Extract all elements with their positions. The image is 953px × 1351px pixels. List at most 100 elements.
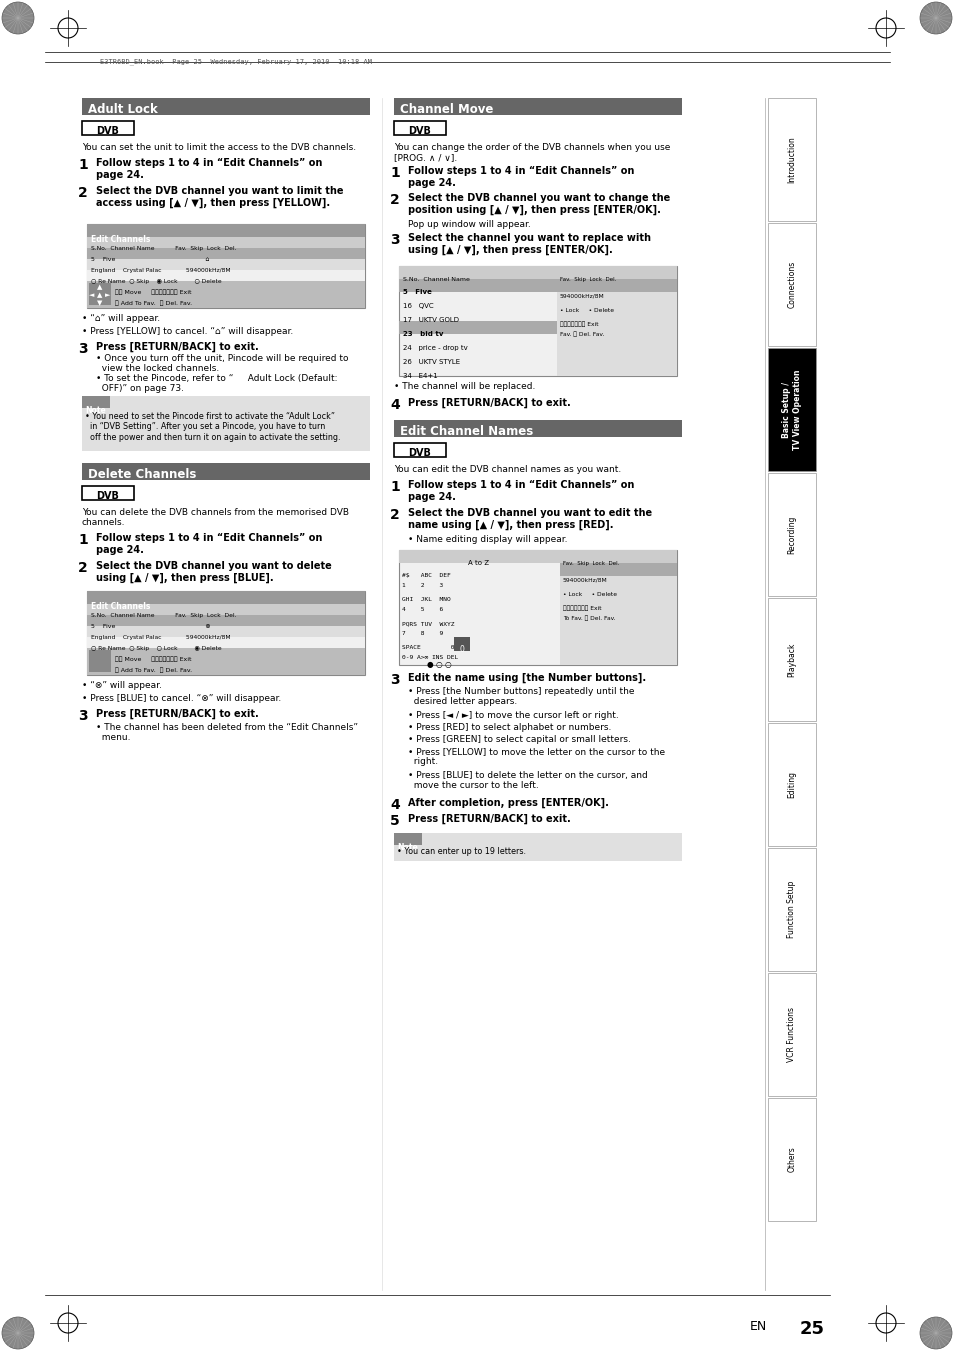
Text: Press [RETURN/BACK] to exit.: Press [RETURN/BACK] to exit. (96, 342, 258, 353)
Text: • Lock     • Delete: • Lock • Delete (562, 592, 617, 597)
Text: You can delete the DVB channels from the memorised DVB
channels.: You can delete the DVB channels from the… (82, 508, 349, 527)
Text: 1: 1 (78, 158, 88, 172)
Bar (87, 224, 365, 308)
Text: ⓇⓉⓁⓈⓃⓃⓘ Exit: ⓇⓉⓁⓈⓃⓃⓘ Exit (559, 322, 598, 327)
Text: 3: 3 (78, 342, 88, 357)
Text: • The channel will be replaced.: • The channel will be replaced. (394, 382, 535, 390)
Text: S.No.  Channel Name           Fav.  Skip  Lock  Del.: S.No. Channel Name Fav. Skip Lock Del. (91, 613, 236, 617)
Text: • Press [YELLOW] to move the letter on the cursor to the
  right.: • Press [YELLOW] to move the letter on t… (408, 747, 664, 766)
Bar (559, 550, 677, 563)
Text: Follow steps 1 to 4 in “Edit Channels” on
page 24.: Follow steps 1 to 4 in “Edit Channels” o… (408, 166, 634, 188)
Bar (557, 280, 677, 292)
Text: 0: 0 (459, 644, 464, 654)
Text: Fav.  Skip  Lock  Del.: Fav. Skip Lock Del. (559, 277, 616, 282)
Text: 5: 5 (390, 815, 399, 828)
Text: ▼: ▼ (97, 300, 103, 305)
Text: Fav. ⓘ Del. Fav.: Fav. ⓘ Del. Fav. (559, 331, 603, 336)
Text: E3TR6BD_EN.book  Page 25  Wednesday, February 17, 2010  10:18 AM: E3TR6BD_EN.book Page 25 Wednesday, Febru… (100, 58, 372, 65)
Text: 2: 2 (390, 508, 399, 521)
Text: A to Z: A to Z (468, 561, 489, 566)
Text: DVB: DVB (408, 126, 431, 136)
Bar (87, 626, 365, 638)
Bar (82, 396, 110, 408)
Text: 3: 3 (390, 232, 399, 247)
Text: ⓄⓃ Move     ⓇⓉⓁⓈⓃⓃⓘ Exit: ⓄⓃ Move ⓇⓉⓁⓈⓃⓃⓘ Exit (115, 657, 192, 662)
Circle shape (919, 1317, 951, 1350)
Text: 5    Five                                             ⌂: 5 Five ⌂ (91, 257, 209, 262)
Text: Adult Lock: Adult Lock (88, 103, 157, 116)
Text: Edit Channels: Edit Channels (91, 235, 151, 245)
Bar (87, 590, 365, 604)
Bar (398, 550, 677, 665)
Text: After completion, press [ENTER/OK].: After completion, press [ENTER/OK]. (408, 798, 608, 808)
Text: • The channel has been deleted from the “Edit Channels”
  menu.: • The channel has been deleted from the … (96, 723, 357, 743)
Bar (87, 638, 365, 648)
Text: EN: EN (749, 1320, 766, 1333)
Text: You can change the order of the DVB channels when you use
[PROG. ∧ / ∨].: You can change the order of the DVB chan… (394, 143, 670, 162)
Bar (87, 236, 365, 249)
Text: 16   QVC: 16 QVC (402, 303, 434, 309)
Text: ○ Re Name  ○ Skip    ◉ Lock         ○ Delete: ○ Re Name ○ Skip ◉ Lock ○ Delete (91, 280, 221, 284)
Text: Recording: Recording (786, 515, 796, 554)
Bar (394, 122, 446, 135)
Text: England    Crystal Palac             594000kHz/8M: England Crystal Palac 594000kHz/8M (91, 635, 231, 640)
Circle shape (2, 1317, 34, 1350)
Bar (398, 280, 557, 292)
Text: • “⌂” will appear.: • “⌂” will appear. (82, 313, 160, 323)
Text: • Lock     • Delete: • Lock • Delete (559, 308, 614, 313)
Text: ⓇⓉⓁⓈⓃⓃⓘ Exit: ⓇⓉⓁⓈⓃⓃⓘ Exit (562, 605, 601, 611)
Bar (82, 99, 370, 115)
Text: ►: ► (105, 292, 111, 299)
Text: 23   bid tv: 23 bid tv (402, 331, 443, 336)
Text: 2: 2 (78, 561, 88, 576)
Bar (394, 834, 421, 844)
Text: Basic Setup /
TV View Operation: Basic Setup / TV View Operation (781, 369, 801, 450)
Text: 594000kHz/8M: 594000kHz/8M (562, 578, 607, 584)
Bar (398, 266, 557, 280)
Text: England    Crystal Palac             594000kHz/8M: England Crystal Palac 594000kHz/8M (91, 267, 231, 273)
Text: 4: 4 (390, 798, 399, 812)
Text: #$   ABC  DEF: #$ ABC DEF (401, 573, 450, 578)
Bar (87, 259, 365, 270)
Text: • Press [BLUE] to cancel. “⊗” will disappear.: • Press [BLUE] to cancel. “⊗” will disap… (82, 694, 281, 703)
Bar (87, 224, 365, 236)
Text: DVB: DVB (96, 126, 119, 136)
Bar (454, 638, 470, 651)
Text: You can edit the DVB channel names as you want.: You can edit the DVB channel names as yo… (394, 465, 620, 474)
Text: Follow steps 1 to 4 in “Edit Channels” on
page 24.: Follow steps 1 to 4 in “Edit Channels” o… (96, 534, 322, 555)
Text: • Name editing display will appear.: • Name editing display will appear. (408, 535, 567, 544)
Text: Note: Note (85, 407, 106, 415)
Text: 26   UKTV STYLE: 26 UKTV STYLE (402, 359, 459, 365)
Bar (559, 550, 677, 665)
Bar (87, 249, 365, 259)
Text: Fav.  Skip  Lock  Del.: Fav. Skip Lock Del. (562, 561, 618, 566)
Text: 1: 1 (390, 166, 399, 180)
Bar (87, 615, 365, 626)
Text: Delete Channels: Delete Channels (88, 467, 196, 481)
Text: ◄: ◄ (90, 292, 94, 299)
Text: Press [RETURN/BACK] to exit.: Press [RETURN/BACK] to exit. (408, 815, 570, 824)
Bar (82, 486, 133, 500)
Text: Select the DVB channel you want to edit the
name using [▲ / ▼], then press [RED]: Select the DVB channel you want to edit … (408, 508, 652, 530)
Bar (767, 473, 815, 596)
Bar (87, 281, 365, 308)
Text: Select the DVB channel you want to change the
position using [▲ / ▼], then press: Select the DVB channel you want to chang… (408, 193, 670, 215)
Text: 0-9 A>∞ INS DEL: 0-9 A>∞ INS DEL (401, 655, 457, 661)
Text: Edit Channels: Edit Channels (91, 603, 151, 611)
Bar (89, 650, 111, 671)
Text: Ⓢ Add To Fav.  ⓘ Del. Fav.: Ⓢ Add To Fav. ⓘ Del. Fav. (115, 667, 192, 673)
Bar (394, 443, 446, 457)
Text: ⓄⓃ Move     ⓇⓉⓁⓈⓃⓃⓘ Exit: ⓄⓃ Move ⓇⓉⓁⓈⓃⓃⓘ Exit (115, 289, 192, 295)
Text: • Press [RED] to select alphabet or numbers.: • Press [RED] to select alphabet or numb… (408, 723, 611, 732)
Text: • “⊗” will appear.: • “⊗” will appear. (82, 681, 162, 690)
Text: 1: 1 (78, 534, 88, 547)
Text: • To set the Pincode, refer to “     Adult Lock (Default:
  OFF)” on page 73.: • To set the Pincode, refer to “ Adult L… (96, 374, 337, 393)
Text: 3: 3 (78, 709, 88, 723)
Text: Pop up window will appear.: Pop up window will appear. (408, 220, 530, 230)
Text: Ⓢ Add To Fav.  ⓘ Del. Fav.: Ⓢ Add To Fav. ⓘ Del. Fav. (115, 300, 192, 305)
Text: 5    Five                                             ⊗: 5 Five ⊗ (91, 624, 211, 630)
Bar (767, 349, 815, 471)
Bar (398, 550, 559, 563)
Text: Editing: Editing (786, 771, 796, 798)
Text: 594000kHz/8M: 594000kHz/8M (559, 295, 604, 299)
